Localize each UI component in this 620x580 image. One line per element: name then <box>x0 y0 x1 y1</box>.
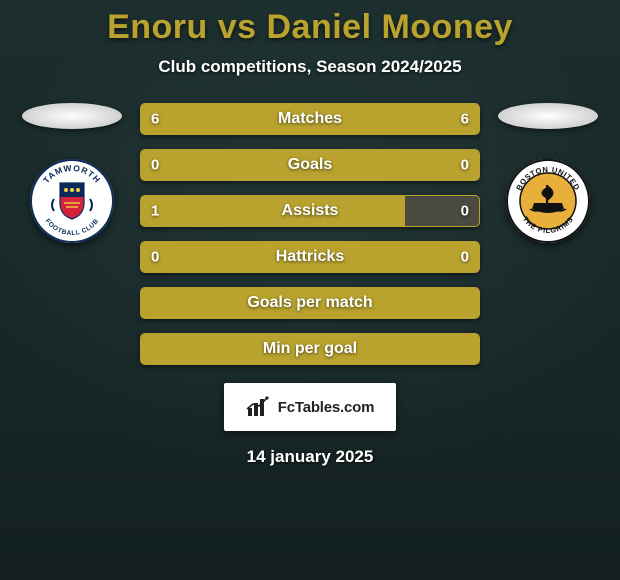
left-flag-ellipse <box>22 103 122 129</box>
boston-badge-icon: BOSTON UNITED THE PILGRIMS <box>506 159 590 243</box>
stat-label: Goals per match <box>141 294 479 312</box>
stat-row-goals: 00Goals <box>140 149 480 181</box>
stat-label: Assists <box>141 202 479 220</box>
stat-label: Matches <box>141 110 479 128</box>
stat-label: Hattricks <box>141 248 479 266</box>
right-player-column: BOSTON UNITED THE PILGRIMS <box>498 103 598 243</box>
stat-label: Goals <box>141 156 479 174</box>
page-title: Enoru vs Daniel Mooney <box>0 0 620 47</box>
stat-bars: 66Matches 00Goals 10Assists 00Hattricks Goal… <box>140 103 480 365</box>
chart-icon <box>246 396 272 418</box>
right-club-badge: BOSTON UNITED THE PILGRIMS <box>506 159 590 243</box>
date-line: 14 january 2025 <box>0 447 620 467</box>
right-flag-ellipse <box>498 103 598 129</box>
stat-row-matches: 66Matches <box>140 103 480 135</box>
comparison-area: TAMWORTH FOOTBALL CLUB <box>0 103 620 365</box>
left-player-column: TAMWORTH FOOTBALL CLUB <box>22 103 122 243</box>
stat-row-goals-per-match: Goals per match <box>140 287 480 319</box>
page-subtitle: Club competitions, Season 2024/2025 <box>0 57 620 77</box>
stat-row-hattricks: 00Hattricks <box>140 241 480 273</box>
stat-label: Min per goal <box>141 340 479 358</box>
tamworth-badge-icon: TAMWORTH FOOTBALL CLUB <box>30 159 114 243</box>
brand-text: FcTables.com <box>278 399 375 416</box>
brand-box: FcTables.com <box>224 383 396 431</box>
stat-row-min-per-goal: Min per goal <box>140 333 480 365</box>
left-club-badge: TAMWORTH FOOTBALL CLUB <box>30 159 114 243</box>
stat-row-assists: 10Assists <box>140 195 480 227</box>
